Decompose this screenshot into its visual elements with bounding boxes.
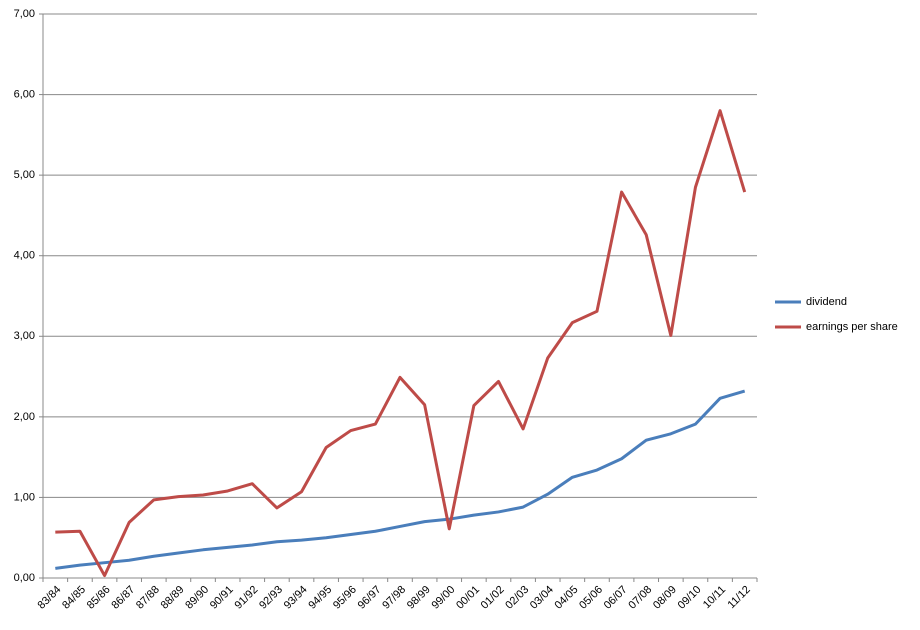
y-tick-label: 0,00 <box>14 572 35 584</box>
x-tick-label: 09/10 <box>676 584 704 612</box>
x-tick-label: 05/06 <box>577 584 605 612</box>
x-tick-label: 96/97 <box>356 584 384 612</box>
x-tick-label: 10/11 <box>701 584 728 611</box>
x-tick-label: 08/09 <box>651 584 679 612</box>
x-tick-label: 90/91 <box>208 584 236 612</box>
y-tick-label: 4,00 <box>14 250 35 262</box>
x-tick-label: 06/07 <box>602 584 630 612</box>
series-line <box>55 389 746 570</box>
x-tick-label: 83/84 <box>36 584 64 612</box>
x-tick-label: 92/93 <box>257 584 285 612</box>
legend-label: earnings per share <box>806 321 898 333</box>
x-tick-label: 85/86 <box>85 584 113 612</box>
x-tick-label: 88/89 <box>159 584 187 612</box>
x-tick-label: 98/99 <box>405 584 433 612</box>
x-tick-label: 00/01 <box>454 584 482 612</box>
x-tick-label: 01/02 <box>479 584 507 612</box>
x-tick-label: 86/87 <box>109 584 137 612</box>
x-tick-label: 07/08 <box>626 584 654 612</box>
x-tick-label: 93/94 <box>282 584 310 612</box>
x-tick-label: 03/04 <box>528 584 556 612</box>
series-line <box>55 109 747 578</box>
x-tick-label: 11/12 <box>725 584 752 611</box>
y-tick-label: 5,00 <box>14 169 35 181</box>
legend-label: dividend <box>806 296 847 308</box>
x-tick-label: 94/95 <box>306 584 334 612</box>
y-tick-label: 2,00 <box>14 411 35 423</box>
x-tick-label: 99/00 <box>429 584 457 612</box>
y-tick-label: 7,00 <box>14 8 35 20</box>
x-tick-label: 02/03 <box>503 584 531 612</box>
x-tick-label: 95/96 <box>331 584 359 612</box>
y-tick-label: 3,00 <box>14 330 35 342</box>
y-tick-label: 1,00 <box>14 491 35 503</box>
x-tick-label: 91/92 <box>232 584 260 612</box>
x-tick-label: 84/85 <box>60 584 88 612</box>
x-tick-label: 97/98 <box>380 584 408 612</box>
y-tick-label: 6,00 <box>14 88 35 100</box>
x-tick-label: 89/90 <box>183 584 211 612</box>
x-tick-label: 87/88 <box>134 584 162 612</box>
x-tick-label: 04/05 <box>553 584 581 612</box>
